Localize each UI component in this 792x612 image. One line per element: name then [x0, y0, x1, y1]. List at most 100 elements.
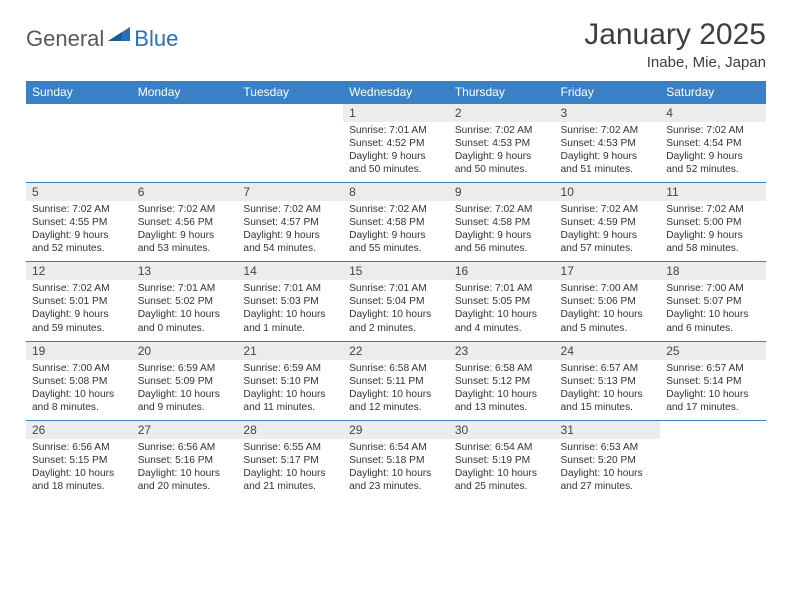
sunrise-text: Sunrise: 7:02 AM — [561, 203, 655, 216]
sunset-text: Sunset: 5:17 PM — [243, 454, 337, 467]
day-cell: 21Sunrise: 6:59 AMSunset: 5:10 PMDayligh… — [237, 341, 343, 420]
sunset-text: Sunset: 5:02 PM — [138, 295, 232, 308]
daylight-text-1: Daylight: 10 hours — [243, 308, 337, 321]
daylight-text-1: Daylight: 10 hours — [455, 467, 549, 480]
sunset-text: Sunset: 4:52 PM — [349, 137, 443, 150]
daylight-text-1: Daylight: 9 hours — [349, 229, 443, 242]
daylight-text-1: Daylight: 9 hours — [666, 150, 760, 163]
day-cell: 7Sunrise: 7:02 AMSunset: 4:57 PMDaylight… — [237, 183, 343, 262]
day-cell: 8Sunrise: 7:02 AMSunset: 4:58 PMDaylight… — [343, 183, 449, 262]
day-details — [660, 439, 766, 497]
sunrise-text: Sunrise: 7:02 AM — [455, 124, 549, 137]
sunrise-text: Sunrise: 6:57 AM — [561, 362, 655, 375]
sunset-text: Sunset: 5:12 PM — [455, 375, 549, 388]
sunset-text: Sunset: 5:15 PM — [32, 454, 126, 467]
sunrise-text: Sunrise: 7:02 AM — [666, 203, 760, 216]
day-details: Sunrise: 6:59 AMSunset: 5:10 PMDaylight:… — [237, 360, 343, 420]
day-details: Sunrise: 7:01 AMSunset: 5:03 PMDaylight:… — [237, 280, 343, 340]
daylight-text-1: Daylight: 10 hours — [138, 388, 232, 401]
daylight-text-2: and 17 minutes. — [666, 401, 760, 414]
day-number: 25 — [660, 342, 766, 360]
sunrise-text: Sunrise: 6:56 AM — [138, 441, 232, 454]
sunset-text: Sunset: 5:19 PM — [455, 454, 549, 467]
day-number — [660, 421, 766, 439]
day-cell: 28Sunrise: 6:55 AMSunset: 5:17 PMDayligh… — [237, 420, 343, 499]
page-title: January 2025 — [584, 18, 766, 52]
daylight-text-1: Daylight: 10 hours — [666, 308, 760, 321]
daylight-text-1: Daylight: 9 hours — [455, 229, 549, 242]
day-cell: 26Sunrise: 6:56 AMSunset: 5:15 PMDayligh… — [26, 420, 132, 499]
daylight-text-2: and 8 minutes. — [32, 401, 126, 414]
day-cell: 30Sunrise: 6:54 AMSunset: 5:19 PMDayligh… — [449, 420, 555, 499]
daylight-text-2: and 58 minutes. — [666, 242, 760, 255]
day-number — [237, 104, 343, 122]
day-number: 19 — [26, 342, 132, 360]
day-cell: 1Sunrise: 7:01 AMSunset: 4:52 PMDaylight… — [343, 104, 449, 183]
daylight-text-2: and 1 minute. — [243, 322, 337, 335]
daylight-text-1: Daylight: 9 hours — [32, 229, 126, 242]
day-cell: 9Sunrise: 7:02 AMSunset: 4:58 PMDaylight… — [449, 183, 555, 262]
day-details: Sunrise: 7:02 AMSunset: 4:54 PMDaylight:… — [660, 122, 766, 182]
sunset-text: Sunset: 5:08 PM — [32, 375, 126, 388]
day-details: Sunrise: 6:54 AMSunset: 5:19 PMDaylight:… — [449, 439, 555, 499]
day-details: Sunrise: 6:55 AMSunset: 5:17 PMDaylight:… — [237, 439, 343, 499]
daylight-text-1: Daylight: 10 hours — [138, 467, 232, 480]
day-number: 30 — [449, 421, 555, 439]
day-number: 18 — [660, 262, 766, 280]
daylight-text-2: and 50 minutes. — [349, 163, 443, 176]
day-number: 23 — [449, 342, 555, 360]
weekday-header: Sunday — [26, 81, 132, 104]
sunrise-text: Sunrise: 7:02 AM — [349, 203, 443, 216]
day-cell: 27Sunrise: 6:56 AMSunset: 5:16 PMDayligh… — [132, 420, 238, 499]
sunset-text: Sunset: 4:54 PM — [666, 137, 760, 150]
sunset-text: Sunset: 5:00 PM — [666, 216, 760, 229]
sunset-text: Sunset: 4:55 PM — [32, 216, 126, 229]
day-details: Sunrise: 7:02 AMSunset: 4:53 PMDaylight:… — [555, 122, 661, 182]
day-number: 6 — [132, 183, 238, 201]
sunrise-text: Sunrise: 7:02 AM — [243, 203, 337, 216]
daylight-text-2: and 21 minutes. — [243, 480, 337, 493]
day-details: Sunrise: 7:02 AMSunset: 4:58 PMDaylight:… — [343, 201, 449, 261]
day-number: 29 — [343, 421, 449, 439]
day-details: Sunrise: 6:57 AMSunset: 5:14 PMDaylight:… — [660, 360, 766, 420]
day-details: Sunrise: 6:59 AMSunset: 5:09 PMDaylight:… — [132, 360, 238, 420]
location-text: Inabe, Mie, Japan — [584, 54, 766, 71]
sunrise-text: Sunrise: 6:54 AM — [349, 441, 443, 454]
day-number: 21 — [237, 342, 343, 360]
daylight-text-2: and 51 minutes. — [561, 163, 655, 176]
sunset-text: Sunset: 5:11 PM — [349, 375, 443, 388]
daylight-text-1: Daylight: 9 hours — [138, 229, 232, 242]
daylight-text-2: and 6 minutes. — [666, 322, 760, 335]
day-details: Sunrise: 7:02 AMSunset: 4:55 PMDaylight:… — [26, 201, 132, 261]
day-number: 1 — [343, 104, 449, 122]
weekday-header-row: Sunday Monday Tuesday Wednesday Thursday… — [26, 81, 766, 104]
day-details: Sunrise: 7:00 AMSunset: 5:08 PMDaylight:… — [26, 360, 132, 420]
day-cell: 3Sunrise: 7:02 AMSunset: 4:53 PMDaylight… — [555, 104, 661, 183]
day-number: 24 — [555, 342, 661, 360]
week-row: 12Sunrise: 7:02 AMSunset: 5:01 PMDayligh… — [26, 262, 766, 341]
sunrise-text: Sunrise: 7:01 AM — [349, 124, 443, 137]
sunrise-text: Sunrise: 7:01 AM — [138, 282, 232, 295]
day-details: Sunrise: 7:00 AMSunset: 5:06 PMDaylight:… — [555, 280, 661, 340]
sunset-text: Sunset: 5:03 PM — [243, 295, 337, 308]
day-number: 14 — [237, 262, 343, 280]
day-details: Sunrise: 7:02 AMSunset: 4:57 PMDaylight:… — [237, 201, 343, 261]
day-number: 4 — [660, 104, 766, 122]
day-details — [237, 122, 343, 180]
daylight-text-1: Daylight: 10 hours — [455, 308, 549, 321]
weekday-header: Thursday — [449, 81, 555, 104]
day-number: 27 — [132, 421, 238, 439]
daylight-text-1: Daylight: 10 hours — [349, 308, 443, 321]
sunrise-text: Sunrise: 6:58 AM — [455, 362, 549, 375]
day-number: 16 — [449, 262, 555, 280]
sunset-text: Sunset: 4:58 PM — [349, 216, 443, 229]
weekday-header: Tuesday — [237, 81, 343, 104]
sunset-text: Sunset: 4:53 PM — [561, 137, 655, 150]
day-number: 15 — [343, 262, 449, 280]
day-details: Sunrise: 6:58 AMSunset: 5:12 PMDaylight:… — [449, 360, 555, 420]
sunset-text: Sunset: 4:59 PM — [561, 216, 655, 229]
sunset-text: Sunset: 5:20 PM — [561, 454, 655, 467]
daylight-text-1: Daylight: 10 hours — [243, 388, 337, 401]
daylight-text-2: and 13 minutes. — [455, 401, 549, 414]
day-details: Sunrise: 7:01 AMSunset: 5:05 PMDaylight:… — [449, 280, 555, 340]
